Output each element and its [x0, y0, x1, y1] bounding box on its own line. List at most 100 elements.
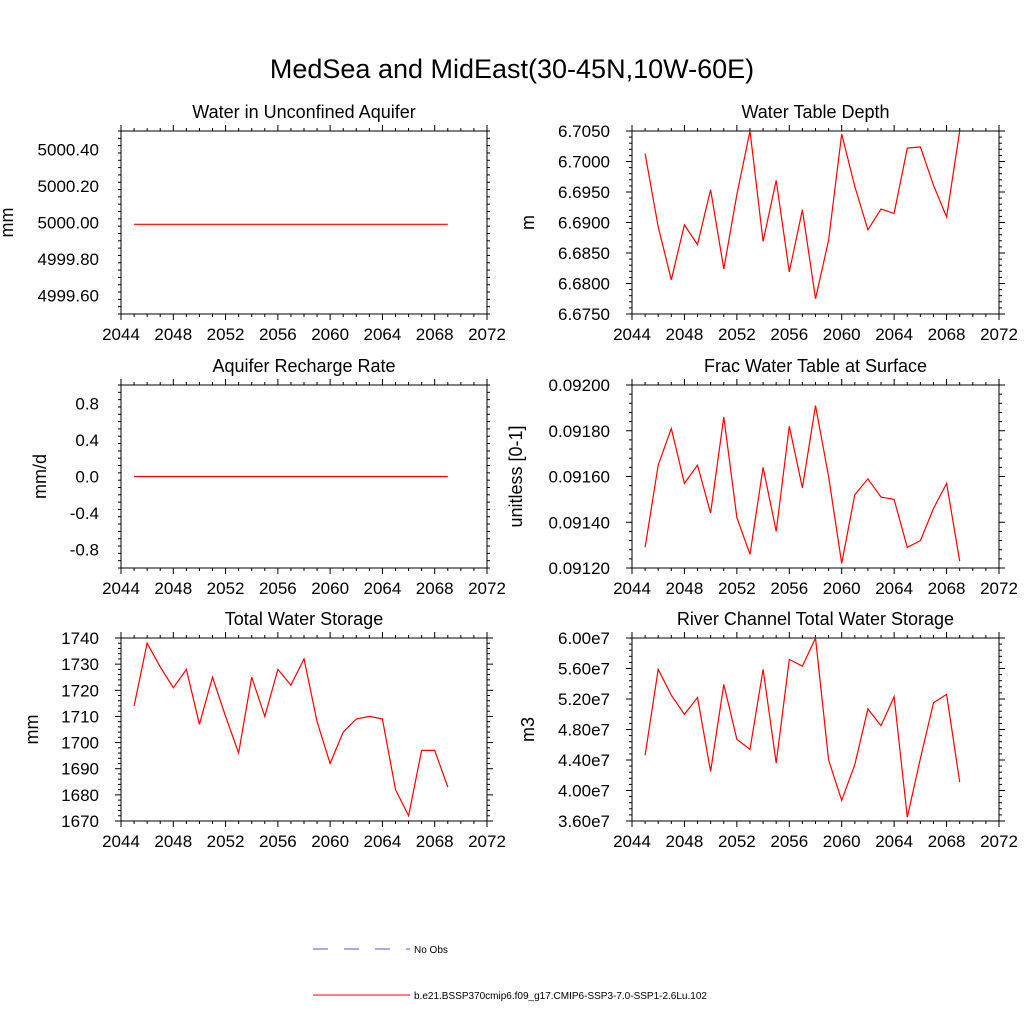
- x-tick-label: 2068: [928, 579, 966, 598]
- x-tick-label: 2064: [875, 579, 913, 598]
- x-tick-label: 2072: [468, 579, 506, 598]
- legend-label-no-obs: No Obs: [414, 945, 448, 956]
- chart-panel-4: Frac Water Table at Surface unitless [0-1…: [506, 356, 1018, 598]
- x-tick-label: 2072: [468, 832, 506, 851]
- y-tick-label: 6.6850: [558, 244, 610, 263]
- series-line-1: [644, 635, 961, 818]
- x-tick-label: 2044: [613, 579, 651, 598]
- x-tick-label: 2060: [311, 579, 349, 598]
- y-tick-label: 0.4: [75, 431, 99, 450]
- x-tick-label: 2052: [207, 325, 245, 344]
- y-tick-label: 5.20e7: [558, 690, 610, 709]
- x-tick-label: 2068: [928, 832, 966, 851]
- y-tick-label: 0.09160: [549, 468, 610, 487]
- y-axis-label: m: [518, 215, 538, 230]
- panel-title: Frac Water Table at Surface: [704, 356, 927, 376]
- x-tick-label: 2044: [102, 325, 140, 344]
- x-tick-label: 2064: [364, 579, 402, 598]
- y-tick-label: 1740: [61, 629, 99, 648]
- y-tick-label: 0.09200: [549, 376, 610, 395]
- y-tick-label: -0.8: [70, 541, 99, 560]
- x-tick-label: 2052: [207, 832, 245, 851]
- x-tick-label: 2052: [718, 832, 756, 851]
- y-tick-label: 0.09140: [549, 513, 610, 532]
- y-tick-label: 0.09180: [549, 422, 610, 441]
- x-tick-label: 2064: [364, 325, 402, 344]
- x-tick-label: 2060: [311, 325, 349, 344]
- y-tick-label: 1670: [61, 812, 99, 831]
- panel-title: River Channel Total Water Storage: [677, 609, 954, 629]
- plot-frame: [120, 130, 488, 315]
- plot-frame: [631, 130, 1000, 315]
- x-tick-label: 2052: [207, 579, 245, 598]
- x-tick-label: 2072: [468, 325, 506, 344]
- x-tick-label: 2068: [416, 325, 454, 344]
- y-tick-label: 5000.00: [38, 214, 99, 233]
- panel-title: Total Water Storage: [225, 609, 383, 629]
- x-tick-label: 2044: [613, 325, 651, 344]
- y-tick-label: 4.80e7: [558, 721, 610, 740]
- y-tick-label: 4.40e7: [558, 751, 610, 770]
- chart-panel-5: Total Water Storage mm 2044 2048 2052 2056 206…: [22, 609, 506, 851]
- x-tick-label: 2056: [259, 832, 297, 851]
- y-tick-label: 1720: [61, 681, 99, 700]
- x-tick-label: 2056: [259, 325, 297, 344]
- x-tick-label: 2056: [259, 579, 297, 598]
- series-line-1: [644, 130, 961, 299]
- y-tick-label: 6.6900: [558, 214, 610, 233]
- y-axis-label: mm: [22, 715, 42, 745]
- panel-title: Water Table Depth: [741, 102, 889, 122]
- x-tick-label: 2060: [311, 832, 349, 851]
- x-tick-label: 2060: [823, 832, 861, 851]
- chart-panel-3: Aquifer Recharge Rate mm/d 2044 2048 2052 205…: [30, 356, 506, 598]
- x-tick-label: 2072: [980, 832, 1018, 851]
- y-tick-label: 0.09120: [549, 559, 610, 578]
- x-tick-label: 2056: [770, 325, 808, 344]
- plot-frame: [120, 637, 488, 822]
- plot-frame: [631, 637, 1000, 822]
- x-tick-label: 2052: [718, 325, 756, 344]
- panel-title: Aquifer Recharge Rate: [212, 356, 395, 376]
- x-tick-label: 2068: [416, 579, 454, 598]
- y-tick-label: 5.60e7: [558, 660, 610, 679]
- x-tick-label: 2064: [875, 832, 913, 851]
- x-tick-label: 2048: [666, 832, 704, 851]
- x-tick-label: 2048: [666, 579, 704, 598]
- y-tick-label: 1680: [61, 786, 99, 805]
- x-tick-label: 2064: [364, 832, 402, 851]
- y-axis-label: mm: [0, 208, 17, 238]
- x-tick-label: 2068: [928, 325, 966, 344]
- plot-frame: [631, 384, 1000, 569]
- y-tick-label: 1730: [61, 655, 99, 674]
- x-tick-label: 2072: [980, 579, 1018, 598]
- x-tick-label: 2052: [718, 579, 756, 598]
- y-tick-label: 6.00e7: [558, 629, 610, 648]
- y-tick-label: 6.7000: [558, 153, 610, 172]
- y-tick-label: 6.7050: [558, 122, 610, 141]
- x-tick-label: 2060: [823, 325, 861, 344]
- y-tick-label: 4999.80: [38, 250, 99, 269]
- panel-title: Water in Unconfined Aquifer: [192, 102, 415, 122]
- x-tick-label: 2060: [823, 579, 861, 598]
- y-tick-label: 5000.20: [38, 177, 99, 196]
- legend-label-model: b.e21.BSSP370cmip6.f09_g17.CMIP6-SSP3-7.…: [414, 991, 707, 1002]
- x-tick-label: 2044: [613, 832, 651, 851]
- x-tick-label: 2044: [102, 832, 140, 851]
- series-line-1: [133, 641, 449, 818]
- x-tick-label: 2056: [770, 579, 808, 598]
- x-tick-label: 2068: [416, 832, 454, 851]
- series-line-1: [644, 405, 961, 564]
- y-tick-label: 3.60e7: [558, 812, 610, 831]
- chart-panel-2: Water Table Depth m 2044 2048 2052 2056 2060 20…: [518, 102, 1018, 344]
- y-tick-label: 4999.60: [38, 287, 99, 306]
- y-tick-label: 1690: [61, 760, 99, 779]
- y-tick-label: 6.6800: [558, 275, 610, 294]
- x-tick-label: 2048: [154, 832, 192, 851]
- y-tick-label: 6.6950: [558, 183, 610, 202]
- y-tick-label: 4.00e7: [558, 782, 610, 801]
- x-tick-label: 2044: [102, 579, 140, 598]
- y-tick-label: 1700: [61, 734, 99, 753]
- y-tick-label: 0.0: [75, 468, 99, 487]
- x-tick-label: 2048: [154, 325, 192, 344]
